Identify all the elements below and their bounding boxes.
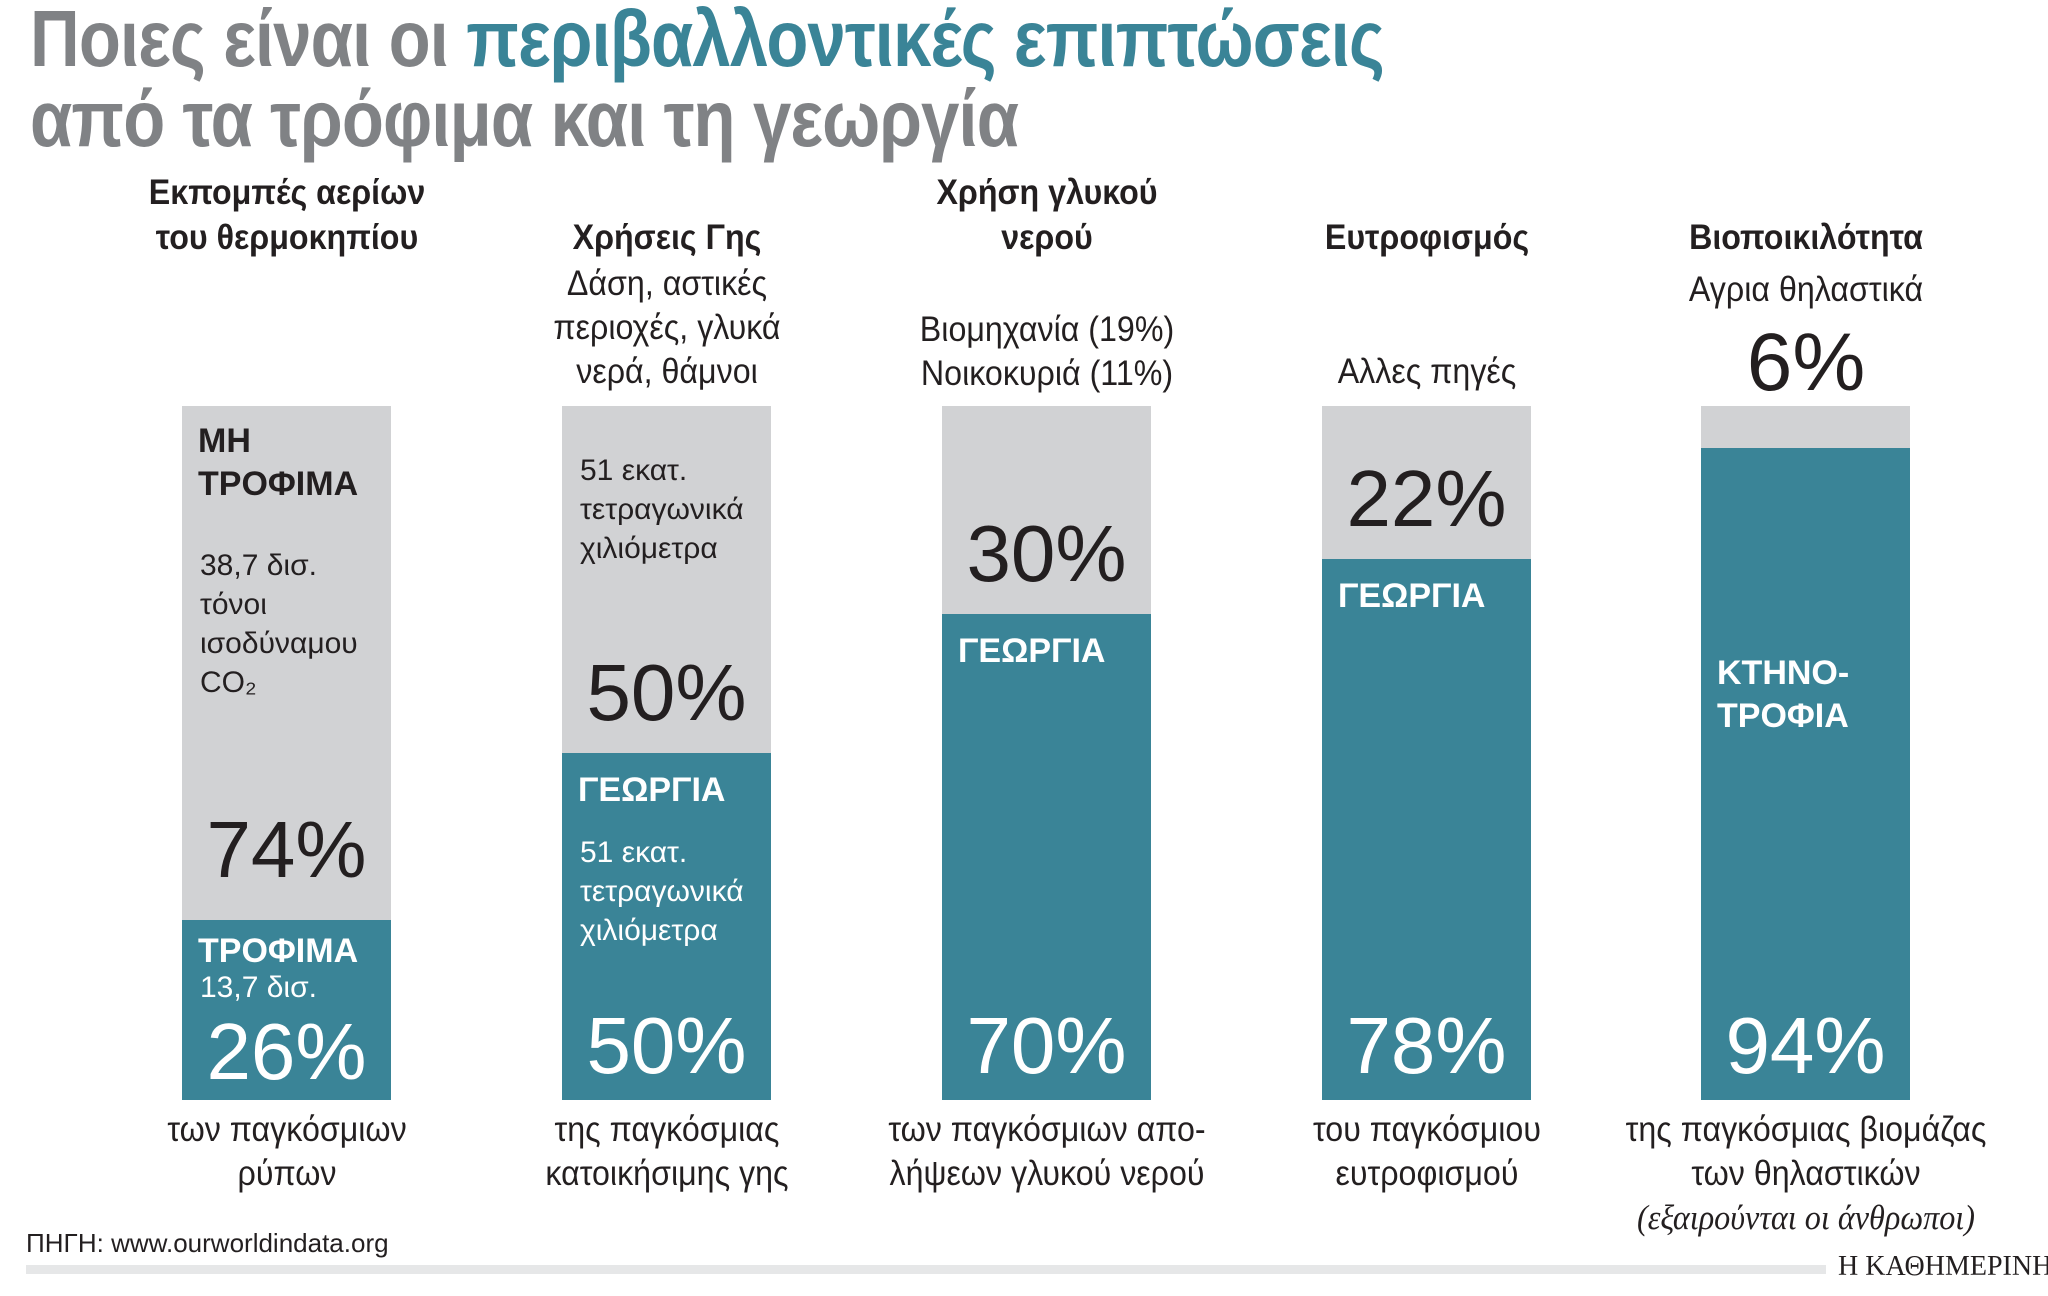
footer-note: (εξαιρούνται οι άνθρωποι) (1637, 1198, 1975, 1237)
bar-segment-food: ΤΡΟΦΙΜΑ 13,7 δισ. 26% (182, 920, 391, 1100)
segment-percentage: 70% (966, 1001, 1127, 1090)
segment-percentage: 94% (1725, 1001, 1886, 1090)
column-subheader: Δάση, αστικές περιοχές, γλυκά νερά, θάμν… (553, 264, 781, 391)
bar-segment-food: ΚΤΗΝΟ- ΤΡΟΦΙΑ 94% (1701, 448, 1910, 1100)
footer-text: του παγκόσμιου ευτροφισμού (1313, 1110, 1541, 1193)
source-note: ΠΗΓΗ: www.ourworldindata.org (26, 1228, 389, 1258)
segment-detail: 38,7 δισ. τόνοι ισοδύναμου CO₂ (200, 549, 358, 699)
bar-segment-other: 30% (942, 406, 1151, 614)
footer-text: της παγκόσμιας κατοικήσιμης γης (545, 1110, 789, 1193)
column-header: Χρήσεις Γης (572, 218, 762, 257)
footer-rule (26, 1265, 1826, 1274)
bar-segment-food: ΓΕΩΡΓΙΑ 70% (942, 614, 1151, 1100)
stacked-bar: ΜΗ ΤΡΟΦΙΜΑ 38,7 δισ. τόνοι ισοδύναμου CO… (182, 406, 391, 1100)
column-subheader: Αγρια θηλαστικά (1688, 270, 1924, 309)
segment-label: ΤΡΟΦΙΜΑ (198, 932, 359, 970)
column-subheader: Αλλες πηγές (1337, 352, 1517, 391)
segment-detail: 13,7 δισ. (200, 971, 317, 1004)
bar-segment-other: ΜΗ ΤΡΟΦΙΜΑ 38,7 δισ. τόνοι ισοδύναμου CO… (182, 406, 391, 920)
bar-segment-other: 51 εκατ. τετραγωνικά χιλιόμετρα 50% (562, 406, 771, 753)
segment-percentage: 50% (586, 1001, 747, 1090)
column-footer: των παγκόσμιων ρύπων (85, 1108, 490, 1196)
column-footer: του παγκόσμιου ευτροφισμού (1225, 1108, 1630, 1196)
column-footer: των παγκόσμιων απο- λήψεων γλυκού νερού (845, 1108, 1250, 1196)
stacked-bar: ΚΤΗΝΟ- ΤΡΟΦΙΑ 94% (1701, 406, 1910, 1100)
column-header: Χρήση γλυκού νερού (936, 173, 1158, 257)
footer-text: των παγκόσμιων ρύπων (167, 1110, 407, 1193)
bar-segment-other: 22% (1322, 406, 1531, 559)
segment-detail: 51 εκατ. τετραγωνικά χιλιόμετρα (580, 836, 744, 947)
segment-label: ΚΤΗΝΟ- ΤΡΟΦΙΑ (1717, 654, 1850, 735)
column-subheader: Βιομηχανία (19%) Νοικοκυριά (11%) (919, 310, 1175, 393)
title-line-1: Ποιες είναι οι περιβαλλοντικές επιπτώσει… (30, 0, 1385, 79)
column-footer: της παγκόσμιας βιομάζας των θηλαστικών (ε… (1604, 1108, 2009, 1240)
segment-label: ΓΕΩΡΓΙΑ (1338, 577, 1486, 615)
column-header: Βιοποικιλότητα (1689, 218, 1923, 257)
column-footer: της παγκόσμιας κατοικήσιμης γης (465, 1108, 870, 1196)
bar-segment-other (1701, 406, 1910, 448)
segment-percentage: 22% (1346, 454, 1507, 543)
column-header: Ευτροφισμός (1324, 218, 1530, 257)
segment-label: ΜΗ ΤΡΟΦΙΜΑ (198, 422, 359, 503)
segment-label: ΓΕΩΡΓΙΑ (578, 771, 726, 809)
title-highlight: περιβαλλοντικές επιπτώσεις (466, 0, 1385, 83)
brand-logo: Η ΚΑΘΗΜΕΡΙΝΗ (1838, 1251, 2048, 1282)
bar-segment-food: ΓΕΩΡΓΙΑ 51 εκατ. τετραγωνικά χιλιόμετρα … (562, 753, 771, 1100)
top-percentage: 6% (1746, 317, 1866, 408)
title-line-2: από τα τρόφιμα και τη γεωργία (30, 74, 1019, 163)
segment-percentage: 78% (1346, 1001, 1507, 1090)
segment-percentage: 50% (586, 648, 747, 737)
stacked-bar: 30% ΓΕΩΡΓΙΑ 70% (942, 406, 1151, 1100)
segment-percentage: 26% (206, 1007, 367, 1096)
segment-percentage: 30% (966, 509, 1127, 598)
segment-detail: 51 εκατ. τετραγωνικά χιλιόμετρα (580, 454, 744, 565)
column-header: Εκπομπές αερίων του θερμοκηπίου (148, 173, 426, 257)
footer-text: των παγκόσμιων απο- λήψεων γλυκού νερού (888, 1110, 1206, 1193)
bar-segment-food: ΓΕΩΡΓΙΑ 78% (1322, 559, 1531, 1100)
stacked-bar: 51 εκατ. τετραγωνικά χιλιόμετρα 50% ΓΕΩΡ… (562, 406, 771, 1100)
segment-percentage: 74% (206, 805, 367, 894)
segment-label: ΓΕΩΡΓΙΑ (958, 632, 1106, 670)
stacked-bar: 22% ΓΕΩΡΓΙΑ 78% (1322, 406, 1531, 1100)
title-gray: Ποιες είναι οι (30, 0, 467, 83)
footer-text: της παγκόσμιας βιομάζας των θηλαστικών (1625, 1110, 1987, 1193)
